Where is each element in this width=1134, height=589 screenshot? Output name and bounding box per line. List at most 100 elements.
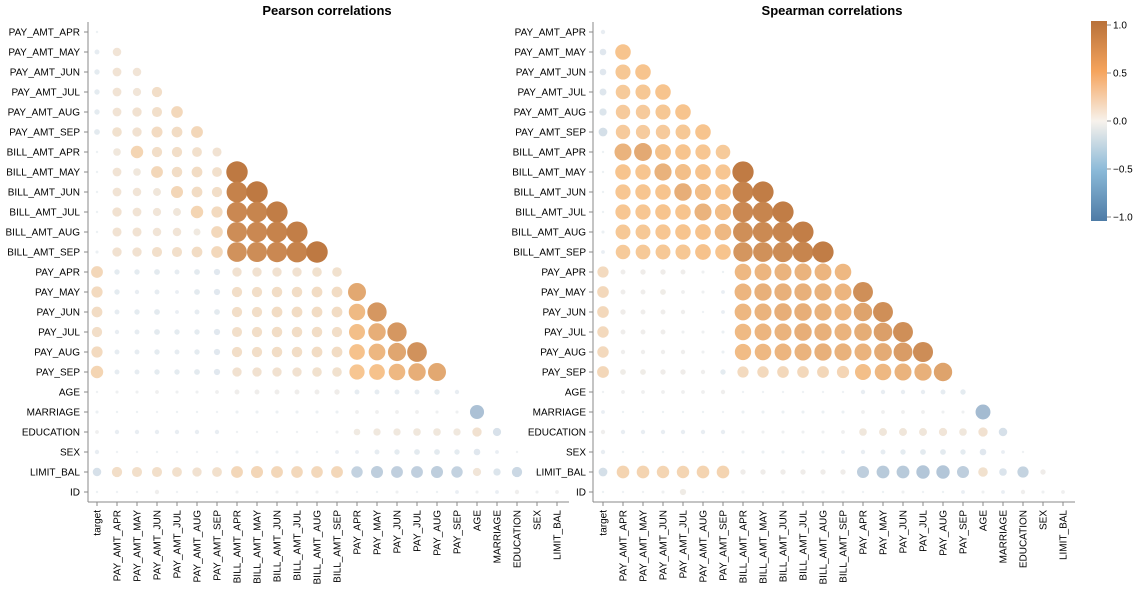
correlation-dot — [472, 467, 482, 477]
y-tick-label: BILL_AMT_AUG — [6, 228, 81, 239]
x-tick-label: EDUCATION — [1019, 510, 1030, 568]
correlation-dot — [194, 289, 200, 295]
correlation-dot — [660, 269, 666, 275]
correlation-dot — [801, 490, 805, 494]
correlation-dot — [234, 389, 240, 395]
correlation-dot — [961, 490, 965, 494]
correlation-dot — [733, 242, 753, 262]
correlation-dot — [314, 389, 320, 395]
correlation-dot — [635, 244, 651, 260]
correlation-dot — [701, 310, 705, 314]
correlation-dot — [841, 490, 845, 494]
correlation-dot — [132, 227, 142, 237]
correlation-dot — [900, 389, 906, 395]
correlation-dot — [734, 263, 752, 281]
correlation-dot — [351, 466, 363, 478]
y-tick-label: PAY_SEP — [36, 368, 80, 379]
x-tick-label: PAY_SEP — [959, 510, 970, 554]
correlation-dot — [1001, 490, 1005, 494]
correlation-dot — [266, 221, 288, 243]
correlation-dot — [655, 184, 671, 200]
correlation-dot — [535, 490, 539, 494]
correlation-dot — [781, 410, 785, 414]
correlation-dot — [246, 241, 268, 263]
x-tick-label: MARRIAGE — [999, 510, 1010, 564]
correlation-dot — [388, 363, 406, 381]
correlation-dot — [226, 221, 248, 243]
correlation-dot — [433, 428, 441, 436]
correlation-dot — [295, 410, 299, 414]
correlation-dot — [114, 349, 120, 355]
correlation-dot — [754, 263, 772, 281]
correlation-dot — [134, 349, 140, 355]
correlation-dot — [721, 410, 725, 414]
correlation-dot — [999, 468, 1007, 476]
correlation-dot — [599, 68, 607, 76]
correlation-dot — [295, 450, 299, 454]
correlation-dot — [681, 450, 685, 454]
correlation-dot — [151, 166, 163, 178]
correlation-dot — [134, 329, 140, 335]
correlation-dot — [620, 289, 626, 295]
x-tick-label: PAY_AMT_SEP — [213, 510, 224, 581]
correlation-dot — [893, 342, 913, 362]
correlation-dot — [95, 410, 99, 414]
correlation-dot — [979, 448, 987, 456]
correlation-dot — [235, 490, 239, 494]
x-tick-label: BILL_AMT_APR — [739, 510, 750, 583]
x-tick-label: BILL_AMT_JUL — [293, 510, 304, 581]
correlation-dot — [720, 429, 726, 435]
correlation-dot — [814, 323, 832, 341]
correlation-dot — [331, 326, 343, 338]
correlation-dot — [681, 390, 685, 394]
correlation-dot — [792, 241, 814, 263]
correlation-dot — [275, 430, 279, 434]
correlation-dot — [681, 330, 685, 334]
correlation-dot — [94, 69, 100, 75]
correlation-dot — [635, 124, 651, 140]
correlation-dot — [836, 365, 850, 379]
x-tick-label: PAY_AMT_SEP — [719, 510, 730, 581]
correlation-dot — [741, 390, 745, 394]
y-tick-label: BILL_AMT_SEP — [7, 248, 80, 259]
correlation-dot — [620, 329, 626, 335]
correlation-dot — [174, 429, 180, 435]
correlation-dot — [194, 309, 200, 315]
correlation-dot — [171, 106, 183, 118]
correlation-dot — [112, 227, 122, 237]
correlation-dot — [655, 104, 671, 120]
spearman-panel: Spearman correlations PAY_AMT_APR PAY_AMT… — [512, 3, 1075, 584]
correlation-dot — [154, 369, 160, 375]
correlation-dot — [415, 410, 419, 414]
correlation-dot — [797, 366, 809, 378]
correlation-dot — [641, 490, 645, 494]
correlation-dot — [801, 450, 805, 454]
correlation-dot — [938, 427, 948, 437]
correlation-dot — [896, 465, 910, 479]
correlation-dot — [311, 306, 323, 318]
correlation-dot — [95, 150, 99, 154]
correlation-dot — [737, 366, 749, 378]
x-tick-label: target — [599, 510, 610, 536]
correlation-dot — [601, 210, 605, 214]
y-tick-label: SEX — [60, 448, 80, 459]
correlation-dot — [94, 449, 100, 455]
correlation-dot — [275, 410, 279, 414]
correlation-dot — [781, 490, 785, 494]
correlation-dot — [821, 410, 825, 414]
correlation-dot — [814, 303, 832, 321]
correlation-dot — [171, 166, 183, 178]
correlation-dot — [761, 430, 765, 434]
correlation-dot — [641, 410, 645, 414]
correlation-dot — [251, 346, 263, 358]
correlation-dot — [680, 309, 686, 315]
y-tick-label: PAY_APR — [541, 268, 586, 279]
correlation-dot — [154, 489, 160, 495]
correlation-dot — [635, 84, 651, 100]
y-tick-label: PAY_AMT_JUN — [10, 68, 80, 79]
correlation-dot — [1041, 490, 1045, 494]
correlation-dot — [254, 389, 260, 395]
x-tick-label: PAY_AMT_APR — [113, 510, 124, 581]
x-tick-label: LIMIT_BAL — [553, 510, 564, 560]
correlation-dot — [171, 146, 183, 158]
